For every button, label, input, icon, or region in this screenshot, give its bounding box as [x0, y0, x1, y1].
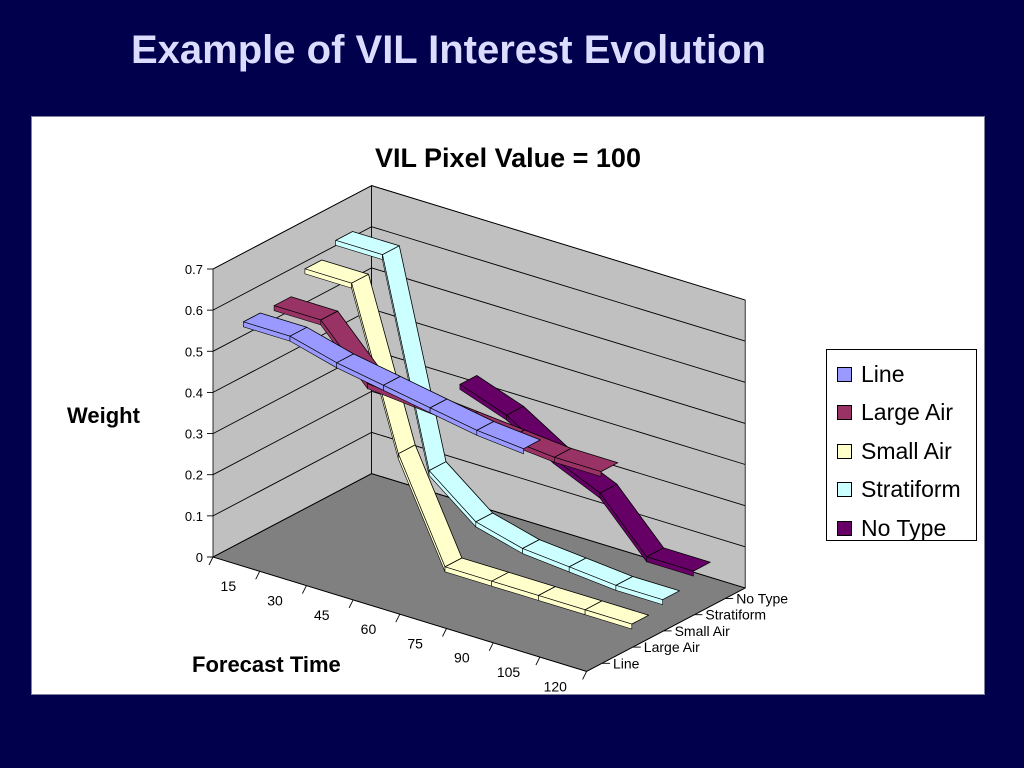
series-segment-edge — [553, 456, 602, 477]
y-tick-label: 0.4 — [185, 385, 203, 400]
chart-plot: 0 0.1 0.2 0.3 0.4 0.5 0.6 0.7 15 30 45 60 75 90 105 120… — [185, 184, 788, 694]
legend-item: Small Air — [827, 432, 976, 471]
x-tick — [348, 599, 354, 609]
x-tick-label: 90 — [454, 650, 470, 666]
slide-title: Example of VIL Interest Evolution — [131, 28, 766, 72]
x-tick — [535, 656, 541, 666]
series-segment-edge — [584, 609, 633, 630]
legend-label: Stratiform — [861, 476, 961, 503]
x-tick-label: 75 — [407, 635, 423, 651]
depth-tick-label: Small Air — [675, 623, 731, 639]
y-tick-label: 0.5 — [185, 344, 203, 359]
x-tick — [208, 556, 214, 566]
depth-axis-line — [586, 587, 746, 672]
gridline — [212, 226, 746, 342]
legend-label: Large Air — [861, 399, 954, 426]
series-small-air — [304, 259, 650, 630]
series-segment-edge — [615, 584, 663, 606]
chart-ticks: 0 0.1 0.2 0.3 0.4 0.5 0.6 0.7 15 30 45 60 75 90 105 120… — [185, 262, 788, 694]
legend-label: No Type — [861, 514, 947, 541]
series-segment-edge — [646, 556, 694, 577]
legend-item: Stratiform — [827, 471, 976, 510]
legend-swatch — [837, 443, 852, 459]
chart-panel: 0 0.1 0.2 0.3 0.4 0.5 0.6 0.7 15 30 45 60 75 90 105 120… — [31, 116, 985, 695]
y-tick-label: 0.2 — [185, 468, 203, 483]
series-stratiform — [335, 231, 680, 606]
gridline — [212, 390, 746, 507]
gridline — [212, 185, 746, 301]
chart-series — [242, 231, 711, 630]
y-tick-label: 0.7 — [185, 262, 203, 277]
x-tick — [442, 628, 447, 637]
x-tick — [488, 642, 494, 652]
depth-tick-label: Line — [613, 655, 640, 671]
x-tick-label: 45 — [314, 607, 330, 623]
legend-swatch — [837, 405, 852, 421]
chart-legend: Line Large Air Small Air Stratiform No Type — [826, 349, 977, 541]
chart-title: VIL Pixel Value = 100 — [375, 143, 641, 173]
x-tick-label: 60 — [361, 621, 377, 637]
depth-tick-label: Stratiform — [705, 607, 766, 623]
x-tick — [301, 585, 307, 594]
y-tick-label: 0 — [196, 550, 203, 565]
depth-tick-label: Large Air — [644, 639, 700, 655]
legend-label: Small Air — [861, 437, 952, 464]
legend-swatch — [837, 520, 852, 536]
y-axis-label: Weight — [67, 403, 140, 428]
x-tick-label: 105 — [497, 664, 521, 680]
y-tick-label: 0.6 — [185, 303, 203, 318]
x-tick — [582, 671, 588, 680]
depth-tick-label: No Type — [736, 591, 788, 607]
x-tick — [395, 613, 401, 623]
legend-item: Large Air — [827, 394, 976, 433]
y-tick-label: 0.3 — [185, 427, 203, 442]
legend-swatch — [837, 482, 852, 498]
x-tick-label: 30 — [267, 592, 283, 608]
x-tick-label: 120 — [544, 678, 568, 694]
series-line — [242, 312, 541, 455]
legend-swatch — [837, 366, 852, 382]
legend-item: Line — [827, 355, 976, 394]
gridline — [212, 473, 746, 589]
x-tick-label: 15 — [221, 578, 237, 594]
y-tick-label: 0.1 — [185, 509, 203, 524]
x-axis-label: Forecast Time — [192, 652, 341, 677]
legend-item: No Type — [827, 509, 976, 548]
legend-label: Line — [861, 360, 905, 387]
x-tick — [255, 571, 261, 580]
series-segment-edge — [476, 429, 524, 455]
